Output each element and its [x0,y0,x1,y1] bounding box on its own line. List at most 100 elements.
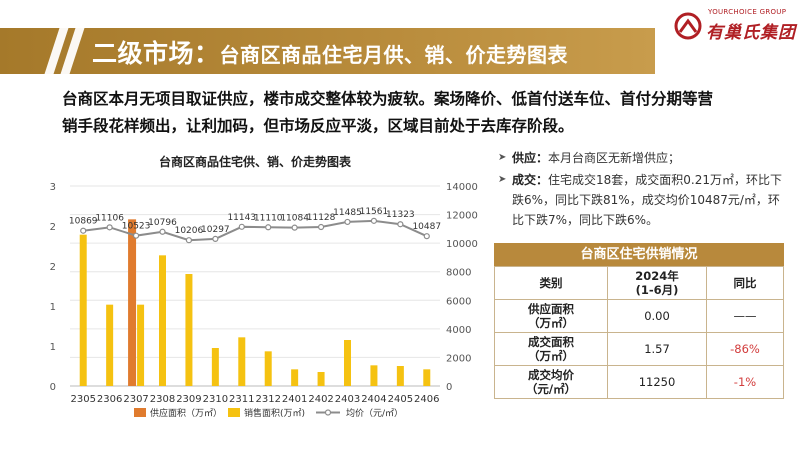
table-title: 台商区住宅供销情况 [494,243,784,266]
legend-label-sales: 销售面积(万㎡) [244,407,305,419]
row-label: 供应面积 （万㎡） [494,299,608,333]
page-title-main: 二级市场： [92,39,220,68]
bullet-arrow-icon: ➤ [498,152,507,163]
price-data-label: 10523 [122,222,151,232]
price-data-label: 11110 [254,213,283,223]
note-sales: ➤ 成交：住宅成交18套，成交面积0.21万㎡，环比下跌6%，同比下跌81%，成… [498,170,788,230]
sales-bar [211,348,219,386]
price-data-label: 11323 [386,210,415,220]
price-data-label: 11106 [95,213,124,223]
x-tick-label: 2401 [282,394,307,405]
sales-bar [370,365,378,386]
x-tick-label: 2406 [414,394,439,405]
sales-bar [137,304,145,386]
page-title: 二级市场：台商区商品住宅月供、销、价走势图表 [92,34,568,70]
note-supply: ➤ 供应：本月台商区无新增供应； [498,148,788,168]
left-tick-label: 2 [50,262,56,273]
table-row: 供应面积 （万㎡） 0.00 —— [494,299,784,333]
x-tick-label: 2311 [229,394,254,405]
supply-sales-price-chart: 台商区商品住宅供、销、价走势图表 0 2000 4000 6000 8000 10000 12… [22,148,492,438]
price-point [159,228,166,235]
price-data-label: 10297 [201,225,230,235]
col-yoy: 同比 [706,266,784,300]
sales-bar [264,351,272,386]
table-row: 成交均价 （元/㎡） 11250 -1% [494,365,784,399]
right-tick-label: 6000 [446,296,471,307]
row-yoy: -86% [706,332,784,366]
price-point [80,227,87,234]
row-value: 0.00 [607,299,707,333]
chart-title: 台商区商品住宅供、销、价走势图表 [159,154,352,169]
price-data-label: 10869 [69,217,98,227]
x-tick-label: 2305 [70,394,95,405]
brand-logo: YOURCHOICE GROUP 有巢氏集团 [672,6,797,43]
left-tick-label: 0 [50,382,56,393]
price-line [83,219,428,242]
price-data-label: 11143 [227,213,256,223]
supply-bar [128,219,137,386]
x-tick-label: 2309 [176,394,201,405]
price-data-label: 11128 [307,213,336,223]
note-key: 成交： [512,173,549,187]
price-point [238,223,245,230]
right-tick-label: 2000 [446,353,471,364]
summary-line-1: 台商区本月无项目取证供应，楼市成交整体较为疲软。案场降价、低首付送车位、首付分期… [62,90,714,108]
title-stripes [44,28,88,74]
right-tick-label: 14000 [446,182,478,193]
x-tick-label: 2405 [388,394,413,405]
price-point [185,237,193,244]
price-data-label: 10206 [175,226,204,236]
summary-line-2: 销手段花样频出，让利加码，但市场反应平淡，区域目前处于去库存阶段。 [62,117,574,135]
table-row: 成交面积 （万㎡） 1.57 -86% [494,332,784,366]
price-point [370,217,378,224]
x-tick-label: 2402 [308,394,333,405]
price-point [423,233,430,240]
sales-bar [159,255,166,386]
price-data-label: 11084 [280,214,309,224]
x-tick-label: 2404 [361,394,386,405]
row-label: 成交均价 （元/㎡） [494,365,608,399]
sales-bar [396,366,404,386]
row-yoy: -1% [706,365,784,399]
sales-bar [79,234,87,386]
note-text: 住宅成交18套，成交面积0.21万㎡，环比下跌6%，同比下跌81%，成交均价10… [512,173,783,227]
sales-bar [106,304,114,386]
price-data-label: 10796 [148,218,177,228]
price-data-label: 11485 [333,208,362,218]
page-title-sub: 台商区商品住宅月供、销、价走势图表 [219,43,569,67]
row-value: 11250 [607,365,707,399]
sales-bar [238,337,246,386]
row-value: 1.57 [607,332,707,366]
note-key: 供应： [512,151,549,165]
chart-svg: 台商区商品住宅供、销、价走势图表020004000600080001000012… [50,154,478,419]
title-bar [0,28,655,74]
sales-bar [344,340,351,386]
price-point [317,223,325,231]
x-tick-label: 2312 [255,394,280,405]
price-point [265,224,272,231]
col-category: 类别 [494,266,608,300]
row-yoy: —— [706,299,784,333]
left-tick-label: 1 [50,342,56,353]
right-tick-label: 0 [446,382,452,393]
right-tick-label: 10000 [446,239,478,250]
sales-bar [185,274,193,386]
legend-swatch-sales [228,408,240,417]
market-summary: 台商区本月无项目取证供应，楼市成交整体较为疲软。案场降价、低首付送车位、首付分期… [62,86,762,140]
x-tick-label: 2306 [97,394,122,405]
price-point [212,235,219,243]
x-tick-label: 2307 [123,394,148,405]
sales-bar [423,369,431,386]
price-point [291,224,298,231]
left-tick-label: 2 [50,222,56,233]
legend-label-price: 均价（元/㎡） [346,407,403,419]
price-point [344,218,351,226]
legend-marker-price [324,409,332,416]
col-period: 2024年 (1-6月) [607,266,707,300]
market-notes: ➤ 供应：本月台商区无新增供应； ➤ 成交：住宅成交18套，成交面积0.21万㎡… [498,148,788,232]
data-table: 类别 2024年 (1-6月) 同比 供应面积 （万㎡） 0.00 —— 成交面… [494,266,784,399]
price-point [106,224,113,231]
row-label: 成交面积 （万㎡） [494,332,608,366]
left-tick-label: 1 [50,302,56,313]
x-tick-label: 2310 [203,394,228,405]
